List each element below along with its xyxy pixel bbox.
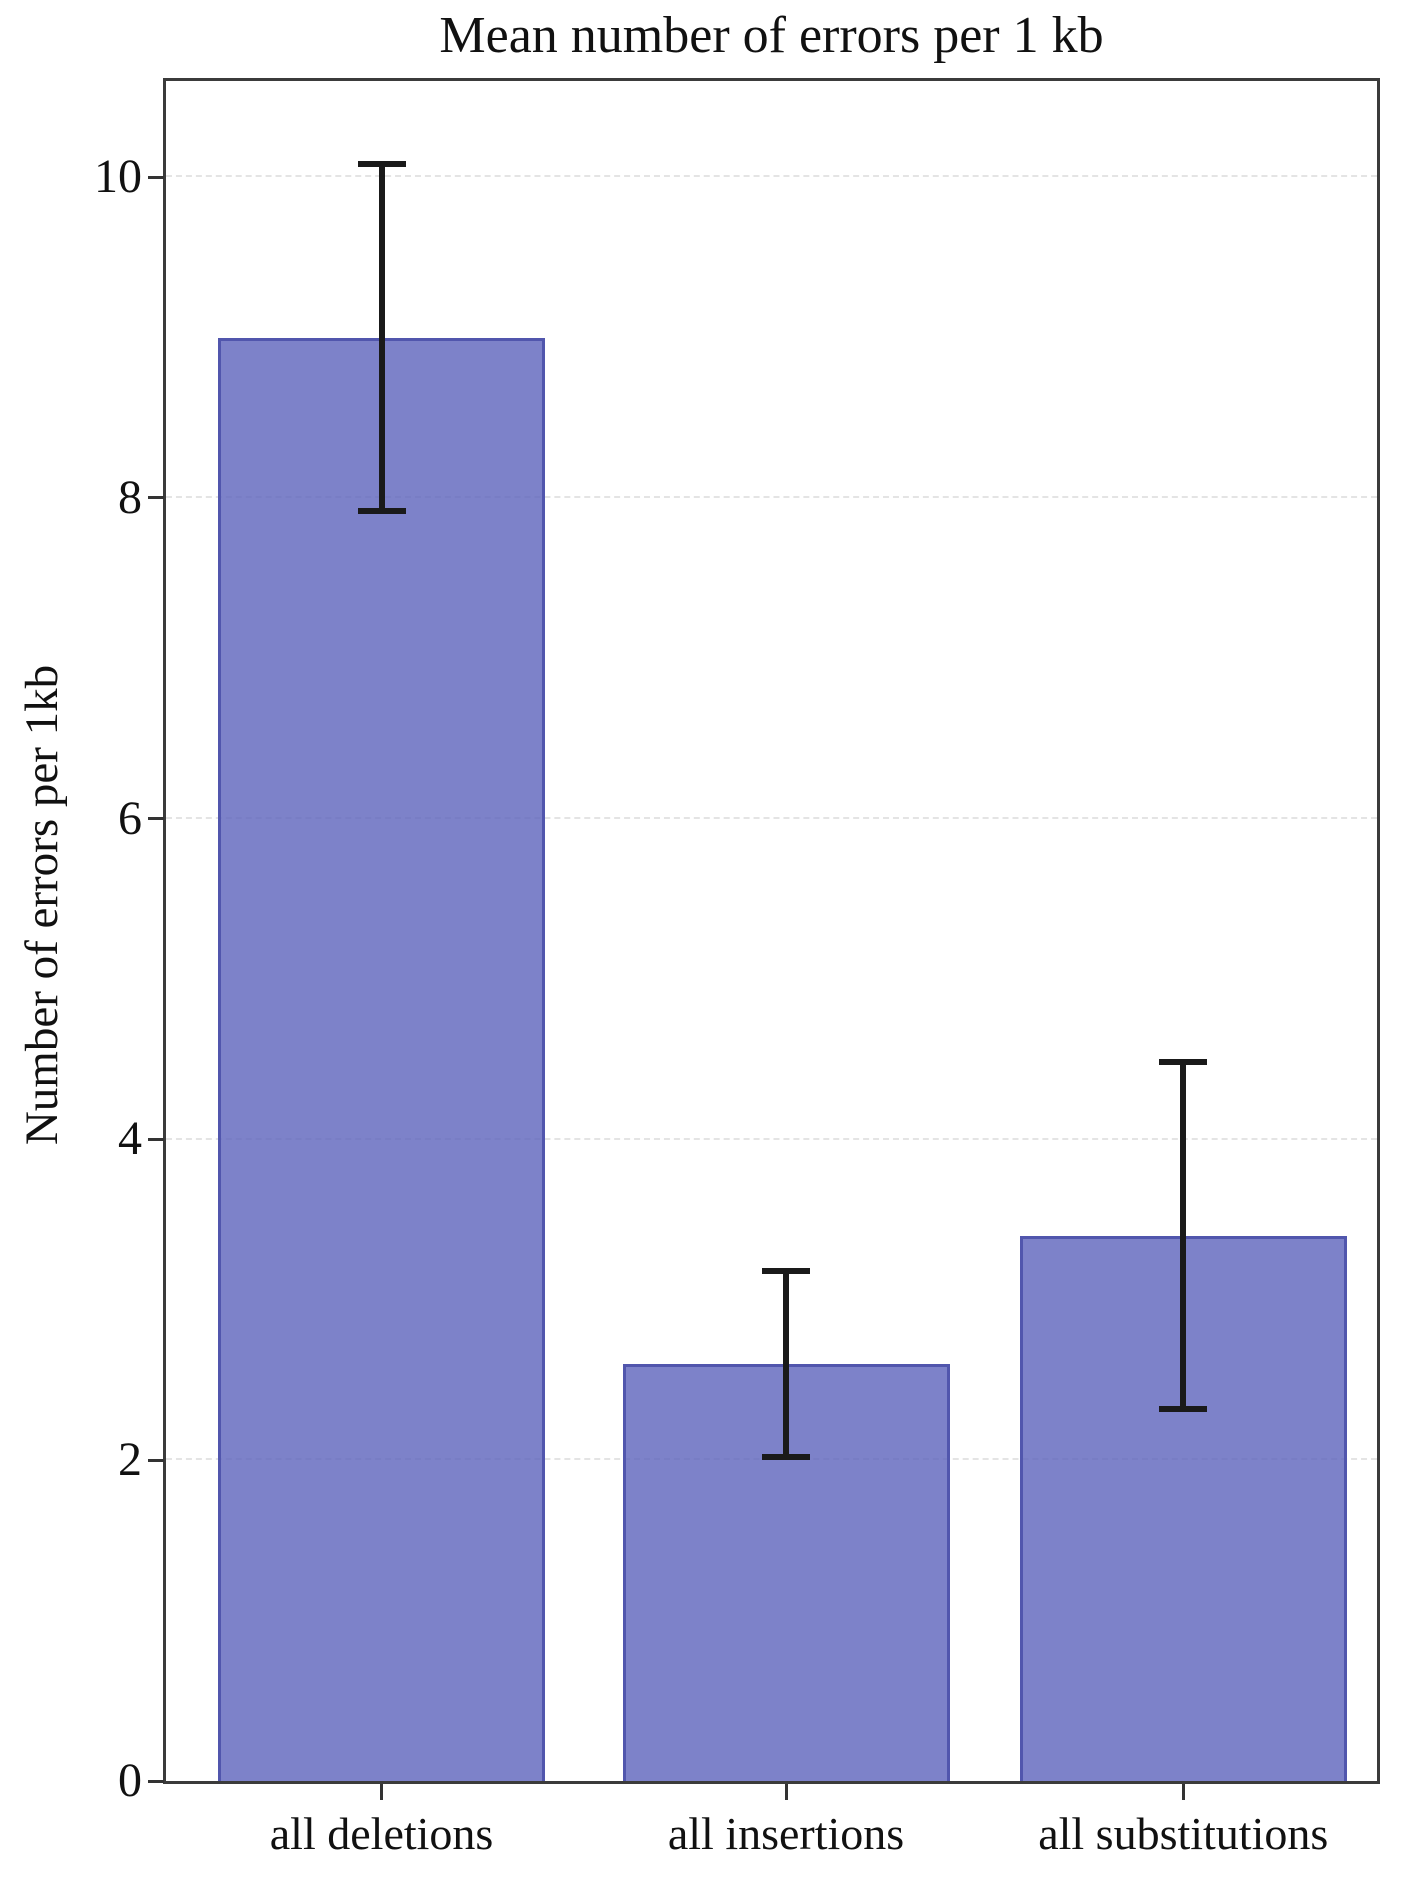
x-tick-mark-3 (1181, 1784, 1185, 1800)
x-tick-label-all-substitutions: all substitutions (1038, 1808, 1329, 1859)
errorbar-cap (357, 161, 406, 168)
errorbar-cap (762, 1454, 811, 1461)
y-tick-label-8: 8 (118, 470, 142, 524)
x-tick-label-all-insertions: all insertions (667, 1808, 905, 1859)
y-tick-label-0: 0 (118, 1754, 142, 1807)
y-tick-mark-6 (148, 817, 164, 821)
gridline-y4 (166, 1137, 1377, 1140)
errorbar-stem (1180, 1059, 1187, 1413)
y-tick-label-6: 6 (118, 791, 142, 845)
bars-layer (166, 81, 1377, 1781)
errorbar-cap (357, 508, 406, 515)
errorbar-cap (1159, 1406, 1208, 1413)
y-tick-mark-8 (148, 496, 164, 500)
errorbar-all-substitutions (1159, 1059, 1208, 1413)
chart-title: Mean number of errors per 1 kb (439, 7, 1104, 64)
errorbar-cap (762, 1267, 811, 1274)
errorbars-layer (166, 81, 1377, 1781)
gridline-y8 (166, 495, 1377, 498)
x-tick-mark-1 (380, 1784, 384, 1800)
errorbar-cap (1159, 1059, 1208, 1066)
y-tick-label-10: 10 (94, 150, 142, 204)
x-tick-label-all-deletions: all deletions (269, 1808, 494, 1859)
y-tick-mark-0 (148, 1779, 164, 1783)
plot-area (163, 78, 1380, 1784)
gridline-y6 (166, 816, 1377, 819)
y-tick-mark-2 (148, 1458, 164, 1462)
errorbar-all-deletions (357, 161, 406, 515)
y-tick-label-4: 4 (118, 1112, 142, 1166)
y-axis-label: Number of errors per 1kb (16, 664, 68, 1146)
errorbar-stem (378, 161, 385, 515)
x-tick-mark-2 (784, 1784, 788, 1800)
y-tick-label-2: 2 (118, 1433, 142, 1487)
errorbar-all-insertions (762, 1267, 811, 1461)
gridline-y10 (166, 175, 1377, 178)
errorbar-stem (783, 1267, 790, 1461)
bar-all-deletions (218, 337, 546, 1781)
y-tick-mark-4 (148, 1137, 164, 1141)
y-tick-mark-10 (148, 175, 164, 179)
